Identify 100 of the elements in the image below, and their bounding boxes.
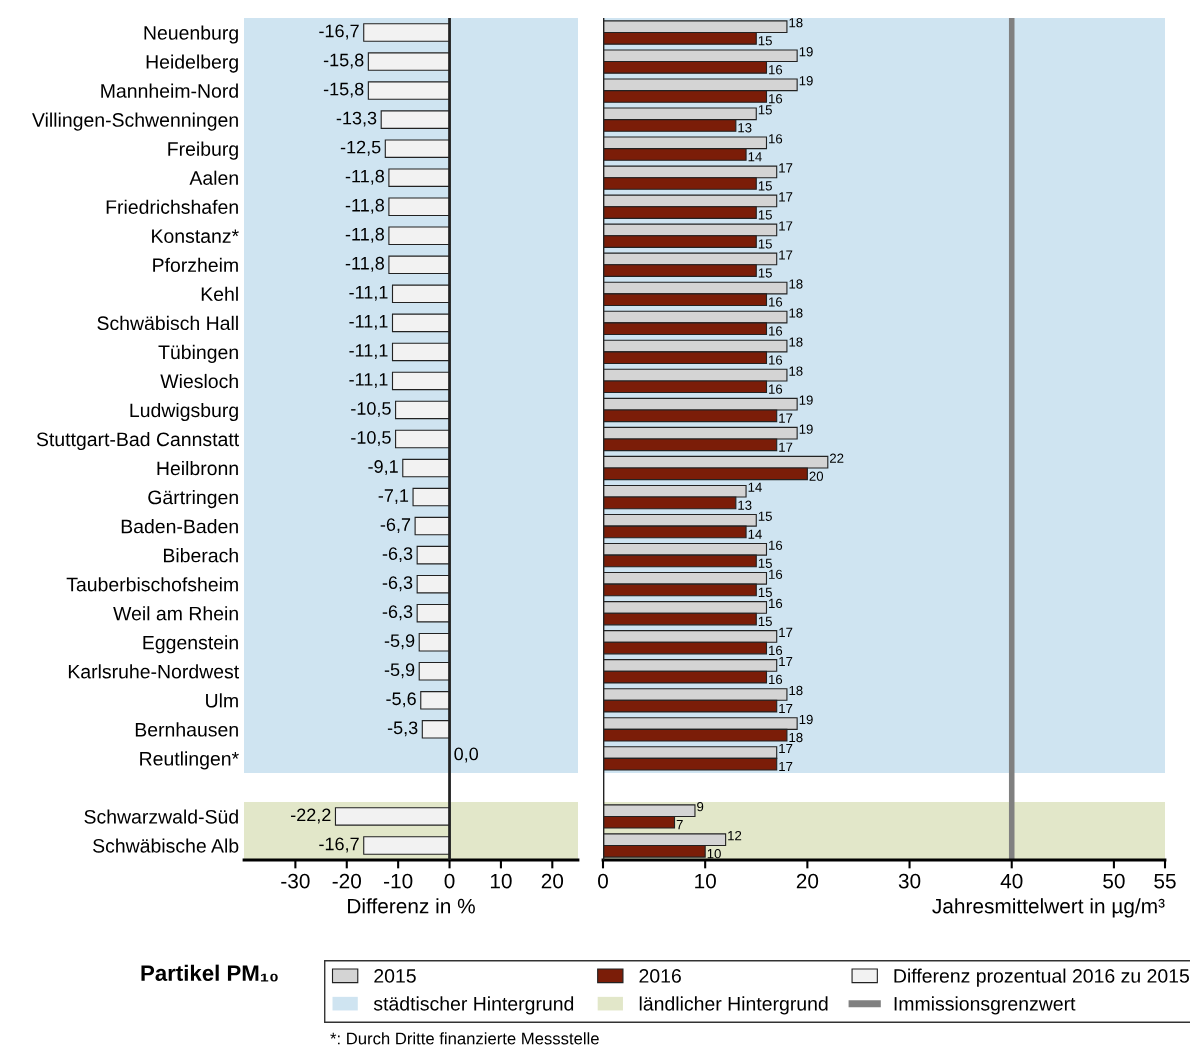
data-label: 17 — [779, 703, 793, 714]
y-tick-label: Freiburg — [168, 141, 238, 160]
legend-label: Immissionsgrenzwert — [894, 996, 1076, 1015]
x-axis-title: Differenz in % — [348, 898, 475, 914]
x-tick-label: 0 — [444, 873, 455, 889]
x-tick-label: 50 — [1103, 873, 1125, 889]
data-label: 16 — [769, 540, 783, 550]
x-tick-label: 10 — [490, 873, 512, 889]
data-label: 19 — [799, 47, 813, 57]
y-tick-label: Schwarzwald-Süd — [84, 809, 238, 824]
x-tick-label: 0 — [598, 873, 608, 889]
data-label: 14 — [748, 152, 762, 162]
data-label: 17 — [779, 744, 793, 754]
x-tick-label: -10 — [384, 873, 413, 889]
data-label: -5,6 — [386, 692, 416, 708]
data-label: 7 — [676, 820, 683, 830]
y-tick-label: Baden-Baden — [121, 519, 238, 534]
data-label: 17 — [779, 656, 793, 666]
data-label: -22,2 — [291, 808, 331, 824]
y-tick-label: Bernhausen — [135, 722, 238, 737]
data-label: -11,8 — [345, 169, 385, 185]
data-label: 16 — [769, 569, 783, 579]
data-label: 15 — [758, 210, 772, 220]
data-label: 16 — [769, 384, 783, 394]
data-label: -10,5 — [351, 431, 391, 446]
data-label: -6,7 — [380, 518, 411, 534]
data-label: 17 — [779, 442, 793, 452]
data-label: -12,5 — [340, 140, 381, 156]
data-label: 15 — [758, 587, 772, 598]
legend-label: 2015 — [374, 969, 416, 983]
x-tick-label: 55 — [1154, 873, 1176, 889]
y-tick-label: Neuenburg — [144, 25, 238, 44]
data-label: 19 — [799, 714, 813, 725]
data-label: 12 — [728, 830, 742, 841]
data-label: -11,8 — [345, 198, 385, 214]
data-label: -11,1 — [349, 344, 388, 359]
data-label: 17 — [779, 627, 793, 637]
data-label: -11,1 — [349, 286, 388, 301]
data-label: -11,1 — [349, 373, 388, 388]
y-tick-label: Wiesloch — [160, 373, 238, 389]
y-tick-label: Eggenstein — [143, 635, 238, 654]
legend-title: Partikel PM₁₀ — [141, 964, 278, 982]
data-label: 16 — [769, 297, 783, 307]
data-label: 14 — [748, 529, 762, 539]
y-tick-label: Friedrichshafen — [106, 199, 238, 214]
y-tick-label: Stuttgart-Bad Cannstatt — [36, 431, 240, 451]
y-tick-label: Aalen — [189, 170, 238, 185]
data-label: 13 — [738, 500, 752, 510]
data-label: 9 — [697, 801, 704, 812]
data-label: 17 — [779, 762, 793, 772]
data-label: 17 — [779, 221, 793, 231]
data-label: 16 — [769, 355, 783, 365]
data-label: 18 — [789, 685, 803, 696]
x-tick-label: 10 — [695, 873, 716, 889]
data-label: 15 — [758, 181, 772, 191]
data-label: 15 — [758, 558, 772, 568]
data-label: 16 — [769, 674, 783, 685]
data-label: 16 — [769, 326, 783, 336]
data-label: 18 — [789, 337, 803, 347]
data-label: 15 — [758, 511, 772, 521]
data-label: 18 — [789, 732, 803, 743]
y-tick-label: Tübingen — [158, 344, 238, 363]
legend-label: 2016 — [639, 969, 681, 983]
x-tick-label: 30 — [898, 873, 921, 889]
data-label: 18 — [789, 308, 803, 318]
y-tick-label: Pforzheim — [153, 257, 238, 273]
y-tick-label: Ulm — [206, 693, 238, 708]
data-label: -10,5 — [351, 402, 391, 417]
data-label: 15 — [758, 105, 772, 115]
data-label: 16 — [769, 94, 783, 104]
x-tick-label: 20 — [541, 873, 564, 889]
legend-label: Differenz prozentual 2016 zu 2015 — [894, 968, 1189, 987]
data-label: 13 — [738, 123, 752, 133]
y-tick-label: Kehl — [201, 286, 238, 302]
data-label: 16 — [769, 65, 783, 75]
data-label: 14 — [748, 482, 762, 492]
data-label: -6,3 — [382, 576, 413, 592]
data-label: 17 — [779, 192, 793, 202]
data-label: 18 — [789, 366, 803, 376]
data-label: -11,8 — [345, 256, 385, 272]
legend-label: ländlicher Hintergrund — [639, 996, 828, 1015]
data-label: -9,1 — [368, 460, 398, 476]
y-tick-label: Schwäbische Alb — [93, 838, 239, 853]
y-tick-label: Heidelberg — [146, 54, 238, 73]
data-label: 0,0 — [454, 747, 479, 763]
data-label: 16 — [769, 598, 783, 609]
x-tick-label: -30 — [281, 873, 310, 889]
y-tick-label: Karlsruhe-Nordwest — [68, 664, 240, 679]
y-tick-label: Schwäbisch Hall — [97, 315, 238, 331]
data-label: -5,9 — [384, 663, 415, 679]
y-tick-label: Weil am Rhein — [113, 606, 238, 621]
data-label: 15 — [758, 239, 772, 249]
data-label: 17 — [779, 163, 793, 173]
data-label: 18 — [789, 279, 803, 289]
data-label: -6,3 — [382, 547, 413, 563]
y-tick-label: Biberach — [164, 548, 238, 563]
y-tick-label: Mannheim-Nord — [101, 83, 238, 98]
data-label: 15 — [758, 36, 772, 46]
data-label: -5,9 — [384, 634, 415, 650]
data-label: 17 — [779, 413, 793, 423]
